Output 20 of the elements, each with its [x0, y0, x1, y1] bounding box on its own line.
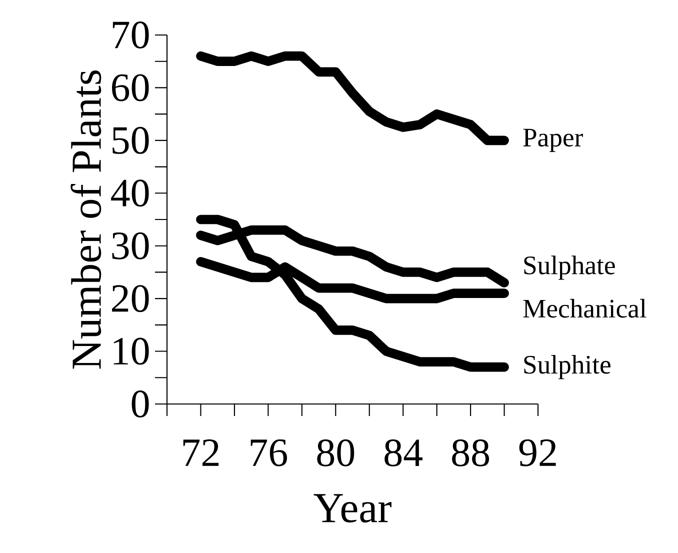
x-axis-title: Year [314, 494, 392, 523]
x-tick-label: 88 [452, 439, 490, 466]
x-tick-label: 80 [317, 439, 354, 466]
y-tick-label: 40 [111, 180, 149, 207]
x-tick-label: 92 [519, 439, 556, 466]
x-tick-label: 84 [384, 439, 422, 466]
x-tick-label: 72 [183, 439, 219, 466]
y-tick-label: 60 [112, 74, 149, 102]
y-tick-label: 30 [112, 232, 149, 260]
y-tick-label: 50 [112, 126, 149, 154]
y-axis-title: Number of Plants [70, 70, 102, 369]
y-tick-label: 20 [112, 285, 149, 312]
x-tick-label: 76 [250, 439, 288, 466]
series-label: Sulphate [524, 256, 615, 280]
series-label: Paper [523, 128, 583, 152]
series-label: Sulphite [524, 355, 610, 380]
series-label: Mechanical [523, 298, 646, 318]
y-tick-label: 70 [112, 22, 149, 48]
y-tick-label: 0 [132, 390, 149, 418]
y-tick-label: 10 [114, 338, 149, 365]
